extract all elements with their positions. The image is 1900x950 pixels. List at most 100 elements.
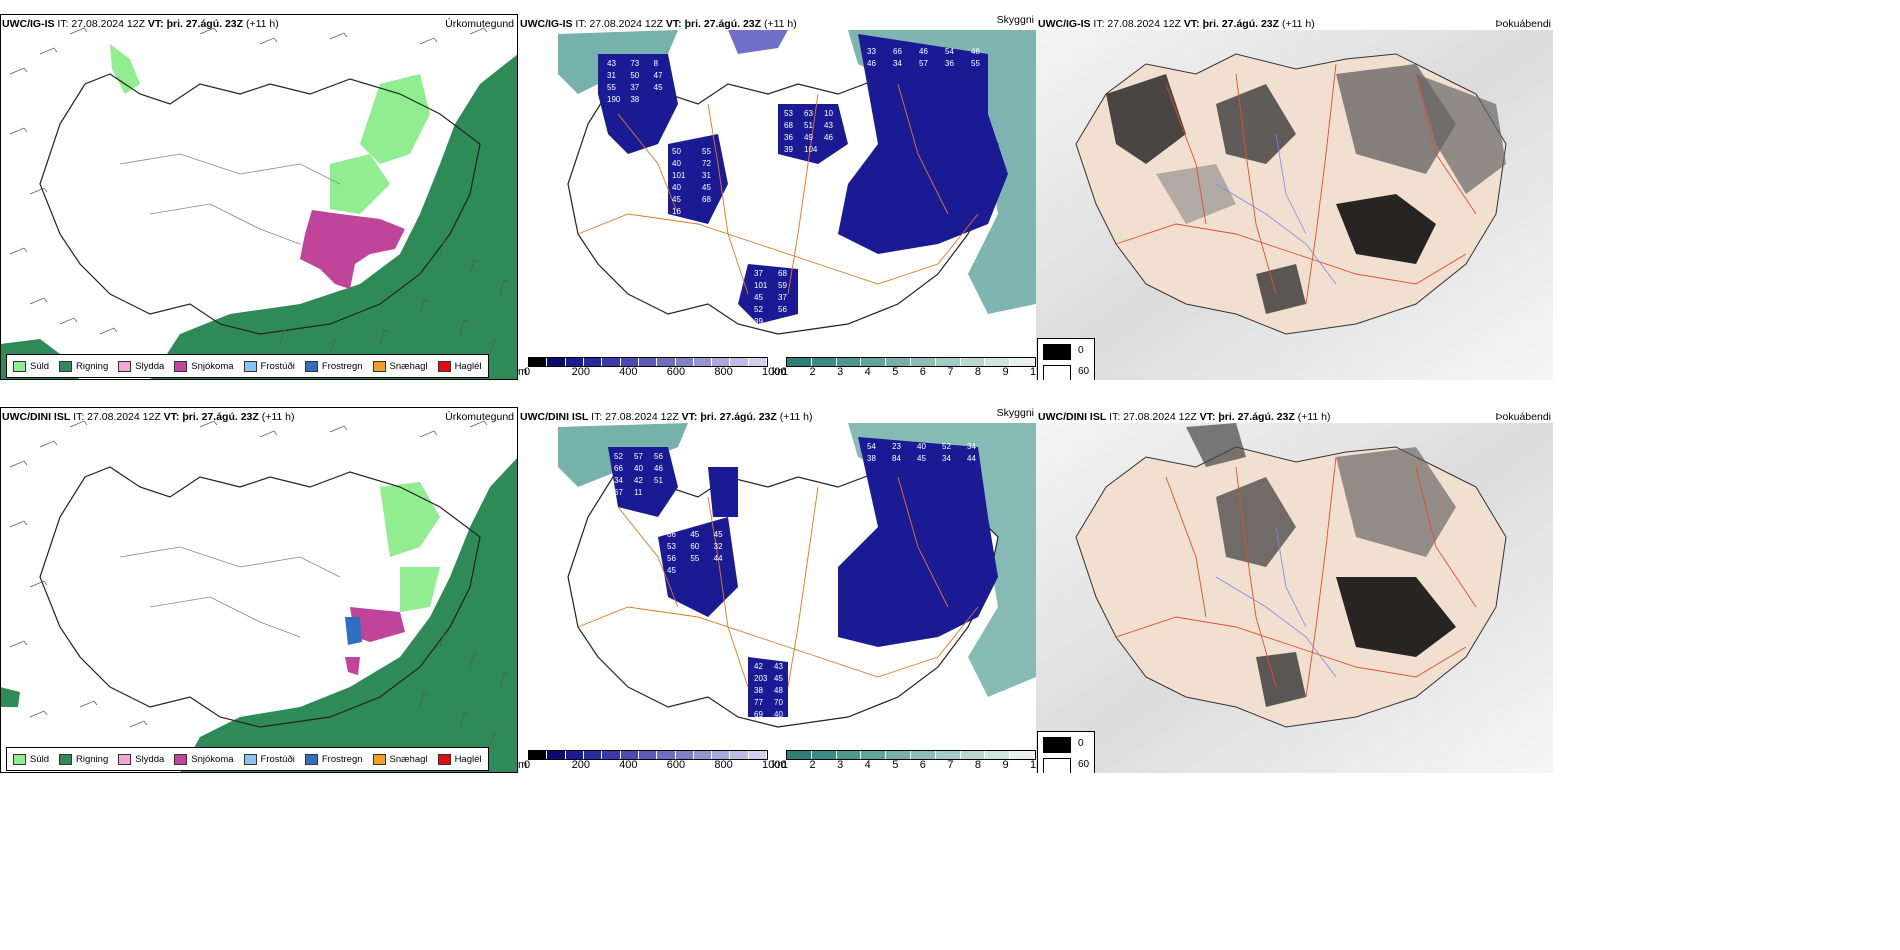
colorbar-swatch — [787, 358, 812, 366]
cloud-base-label: 32 — [714, 542, 723, 551]
colorbar-tick-label: 800 — [714, 759, 733, 771]
cloud-base-label: 31 — [607, 71, 616, 80]
cloud-base-label: 44 — [714, 554, 723, 563]
colorbar-tick-label: 200 — [571, 759, 590, 771]
cloud-base-label: 101 — [754, 281, 768, 290]
cloud-base-label: 45 — [917, 454, 926, 463]
cloud-base-label: 67 — [614, 488, 623, 497]
colorbar-swatch — [861, 751, 887, 759]
colorbar-swatch — [565, 358, 584, 366]
colorbar-tick-label: 4 — [864, 759, 871, 771]
colorbar-swatch — [935, 358, 961, 366]
legend-item: Frostúði — [243, 360, 295, 372]
legend-item: Rigning — [59, 753, 108, 765]
cloud-base-label: 52 — [942, 442, 951, 451]
panel-title: Skyggni — [996, 407, 1034, 419]
colorbar-swatch — [547, 358, 566, 366]
cloud-base-label: 68 — [778, 269, 787, 278]
cloud-base-label: 39 — [784, 145, 793, 154]
cloud-base-label: 45 — [702, 183, 711, 192]
cloud-base-label: 40 — [917, 442, 926, 451]
panel-header: UWC/IG-IS IT: 27.08.2024 12Z VT: þri. 27… — [2, 18, 279, 30]
cloud-base-label: 53 — [667, 542, 676, 551]
colorbar-swatch — [985, 751, 1011, 759]
colorbar-swatch — [675, 751, 694, 759]
cloud-base-label: 77 — [754, 698, 763, 707]
cloud-base-label: 46 — [654, 464, 663, 473]
cloud-base-label: 45 — [667, 566, 676, 575]
colorbar-swatch — [529, 751, 548, 759]
colorbar-swatch — [910, 751, 936, 759]
cloud-base-label: 84 — [892, 454, 901, 463]
colorbar-tick-label: 200 — [571, 366, 590, 378]
cloud-base-label: 16 — [672, 207, 681, 216]
cloud-base-label: 23 — [892, 442, 901, 451]
colorbar-swatch — [960, 751, 986, 759]
cloud-base-label: 37 — [778, 293, 787, 302]
cloud-base-label: 55 — [702, 147, 711, 156]
colorbar-unit: m — [518, 759, 528, 771]
legend-item: Slydda — [118, 753, 164, 765]
colorbar-tick-label: 400 — [619, 366, 638, 378]
cloud-base-label: 190 — [607, 95, 621, 104]
legend-item: Haglél — [437, 360, 482, 372]
colorbar-swatch — [787, 751, 812, 759]
legend-item: Frostúði — [243, 753, 295, 765]
colorbar-swatch — [583, 751, 603, 759]
fog-legend: 0 60 — [1037, 338, 1095, 380]
colorbar-tick-label: 0 — [524, 759, 531, 771]
colorbar-tick-label: 6 — [919, 366, 926, 378]
cloud-base-label: 70 — [774, 698, 783, 707]
colorbar-swatch — [712, 358, 731, 366]
cloud-base-label: 40 — [774, 710, 783, 719]
cloud-base-labels: 43 50 53 33 37 73 55 63 66 68 8 40 10 46 101 31 72 68 54 59… — [607, 47, 980, 326]
cloud-base-label: 8 — [654, 59, 659, 68]
precip-legend: Súld Rigning Slydda Snjókoma Frostúði Fr… — [6, 354, 489, 378]
fog-panel-top: UWC/IG-IS IT: 27.08.2024 12Z VT: þri. 27… — [1036, 14, 1553, 380]
cloud-base-label: 40 — [634, 464, 643, 473]
colorbar-swatch — [861, 358, 887, 366]
cloud-base-label: 60 — [690, 542, 699, 551]
visibility-colorbar-bottom: km 12345678910 — [772, 750, 1042, 774]
precip-map-bottom — [0, 407, 518, 773]
cloud-base-label: 42 — [634, 476, 643, 485]
legend-item: Haglél — [437, 753, 482, 765]
colorbar-swatch — [730, 358, 749, 366]
cloud-base-label: 34 — [942, 454, 951, 463]
colorbar-tick-label: 9 — [1002, 759, 1009, 771]
cloud-base-label: 56 — [667, 554, 676, 563]
colorbar-swatch — [620, 358, 639, 366]
cloud-base-label: 43 — [607, 59, 616, 68]
cloud-base-label: 53 — [784, 109, 793, 118]
legend-item: Rigning — [59, 360, 108, 372]
cloud-base-label: 45 — [672, 195, 681, 204]
colorbar-swatch — [638, 751, 658, 759]
visibility-map-top: 4350533337735563666884010461013172685459… — [518, 14, 1036, 380]
panel-title: Skyggni — [996, 14, 1034, 26]
panel-header: UWC/IG-IS IT: 27.08.2024 12Z VT: þri. 27… — [520, 18, 797, 30]
colorbar-tick-label: 4 — [864, 366, 871, 378]
cloud-base-label: 11 — [634, 488, 643, 497]
cloud-base-label: 203 — [754, 674, 768, 683]
colorbar-tick-label: 600 — [666, 366, 686, 378]
legend-item: Snæhagl — [372, 360, 428, 372]
precip-legend: Súld Rigning Slydda Snjókoma Frostúði Fr… — [6, 747, 489, 771]
cloud-base-colorbar-bottom: m 0 200 400 600 800 1000 — [518, 750, 786, 774]
cloud-base-label: 48 — [971, 47, 980, 56]
colorbar-swatch — [836, 751, 862, 759]
colorbar-swatch — [748, 751, 768, 759]
cloud-base-label: 50 — [630, 71, 639, 80]
colorbar-swatch — [836, 358, 862, 366]
cloud-base-label: 39 — [754, 317, 763, 326]
cloud-base-label: 50 — [672, 147, 681, 156]
precip-type-panel-bottom: UWC/DINI ISL IT: 27.08.2024 12Z VT: þri.… — [0, 407, 518, 773]
colorbar-tick-label: 3 — [837, 759, 844, 771]
cloud-base-label: 42 — [754, 662, 763, 671]
cloud-base-label: 34 — [967, 442, 976, 451]
precip-type-panel-top: UWC/IG-IS IT: 27.08.2024 12Z VT: þri. 27… — [0, 14, 518, 380]
colorbar-tick-label: 3 — [837, 366, 844, 378]
cloud-base-label: 40 — [672, 159, 681, 168]
cloud-base-label: 34 — [614, 476, 623, 485]
cloud-base-label: 51 — [804, 121, 813, 130]
colorbar-tick-label: 6 — [919, 759, 926, 771]
